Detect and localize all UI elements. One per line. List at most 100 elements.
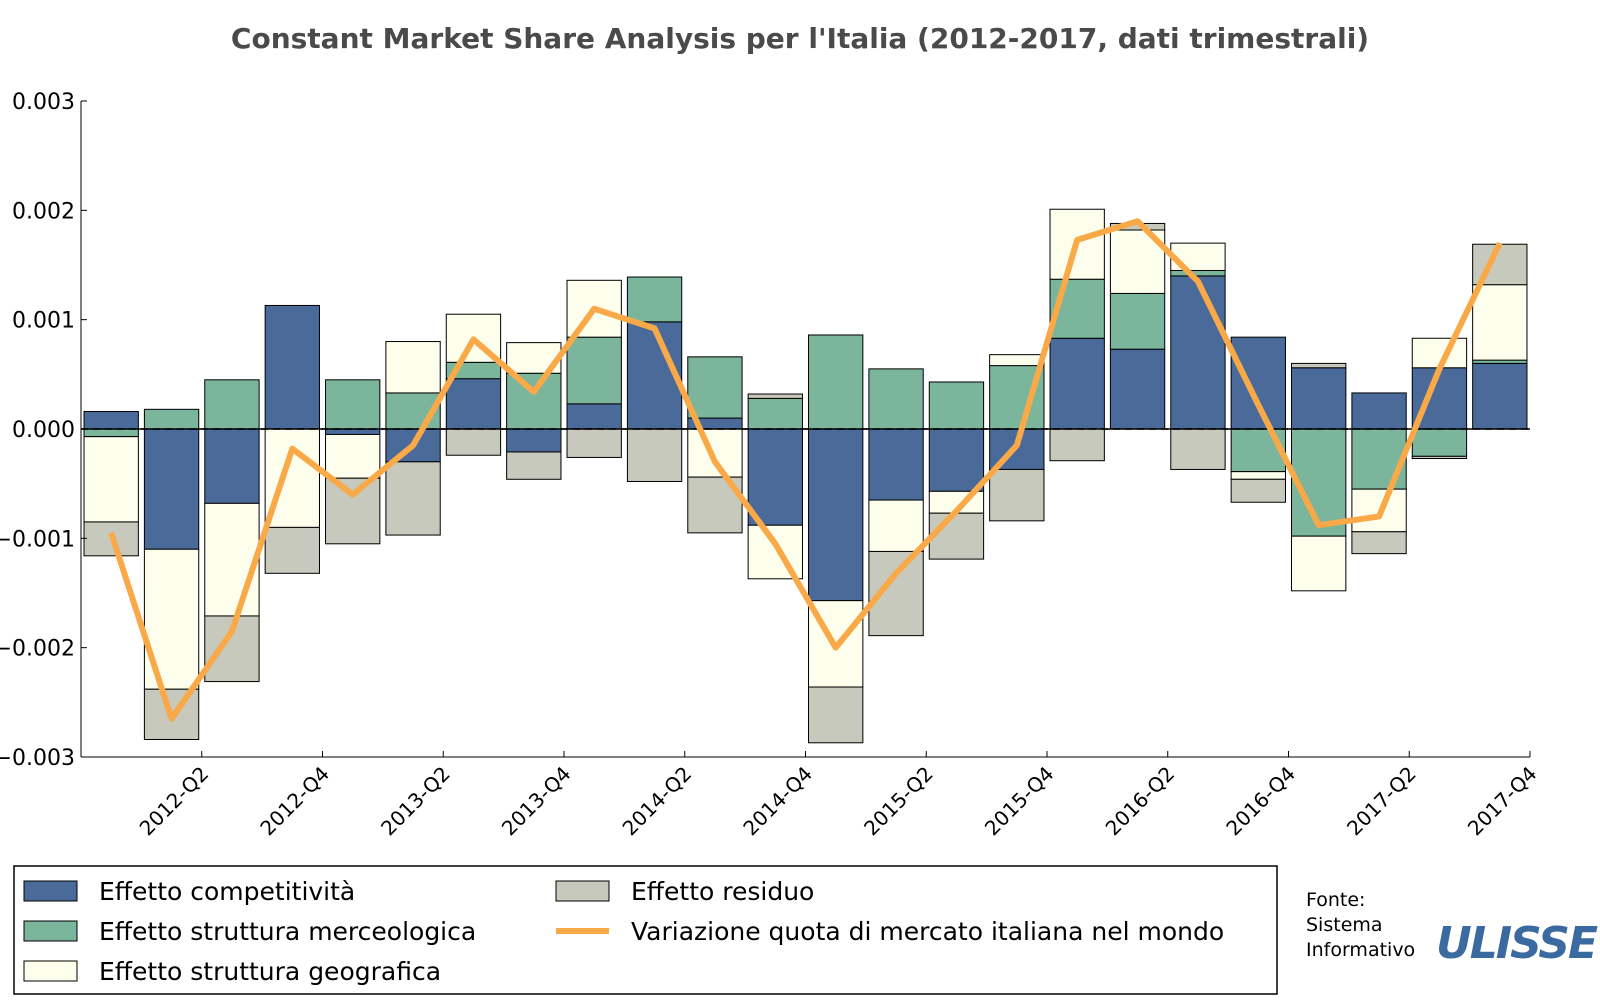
bar-segment — [1170, 275, 1226, 430]
bar-segment — [385, 341, 441, 394]
bar-segment — [687, 356, 743, 419]
bar-segment — [747, 393, 803, 399]
legend-label: Effetto struttura geografica — [99, 957, 441, 986]
bar-segment — [1351, 531, 1407, 555]
bar-segment — [868, 499, 924, 552]
y-tick-label: 0.001 — [12, 309, 75, 334]
bar-segment — [928, 512, 985, 560]
bar-segment — [506, 372, 562, 430]
bar-segment — [808, 686, 864, 744]
source-name-line2: Informativo — [1306, 939, 1415, 961]
legend-swatch — [23, 920, 78, 942]
bar-segment — [325, 477, 381, 545]
chart-title: Constant Market Share Analysis per l'Ita… — [231, 22, 1369, 55]
bar-segment — [83, 436, 139, 523]
legend-label: Effetto competitività — [99, 877, 355, 906]
legend: Effetto competitività Effetto struttura m… — [13, 865, 1278, 995]
y-tick-label: −0.001 — [0, 527, 75, 552]
bar-segment — [506, 451, 562, 480]
bar-segment — [928, 428, 985, 492]
bar-segment — [989, 354, 1045, 367]
bar-segment — [1411, 455, 1468, 460]
bar-segment — [1411, 428, 1468, 457]
y-tick-label: −0.003 — [0, 746, 75, 771]
bar-segment — [868, 428, 924, 501]
bar-segment — [83, 428, 139, 438]
bar-segment — [687, 476, 743, 534]
bar-segment — [264, 526, 320, 574]
bar-segment — [626, 428, 683, 482]
bar-segment — [204, 502, 260, 617]
x-tick-label: 2013-Q4 — [497, 762, 576, 841]
legend-swatch — [555, 880, 610, 902]
x-tick-label: 2016-Q2 — [1101, 762, 1180, 841]
bar-segment — [687, 428, 743, 478]
bar-segment — [808, 428, 864, 602]
bar-segment — [747, 428, 803, 526]
bar-segment — [1230, 428, 1286, 473]
bar-segment — [325, 379, 381, 430]
source-name-line1: Sistema — [1306, 914, 1383, 936]
y-tick-label: 0.000 — [12, 418, 75, 443]
bar-segment — [1472, 284, 1528, 361]
bar-segment — [566, 428, 622, 458]
bar-segment — [83, 411, 139, 430]
x-tick-label: 2012-Q2 — [135, 762, 214, 841]
legend-swatch — [23, 960, 78, 982]
bar-segment — [566, 403, 622, 430]
legend-label: Effetto residuo — [631, 877, 814, 906]
x-tick-label: 2015-Q4 — [980, 762, 1059, 841]
bar-segment — [1472, 362, 1528, 430]
bar-segment — [989, 468, 1045, 522]
bar-segment — [1230, 478, 1286, 503]
x-tick-label: 2016-Q4 — [1221, 762, 1300, 841]
bar-segment — [1109, 292, 1166, 350]
legend-frame — [13, 865, 1278, 995]
bar-segment — [204, 379, 260, 430]
bar-segment — [1049, 337, 1105, 430]
bar-segment — [385, 461, 441, 536]
bar-segment — [1109, 348, 1166, 430]
legend-label: Effetto struttura merceologica — [99, 917, 476, 946]
bar-segment — [566, 336, 622, 405]
bar-segment — [506, 428, 562, 453]
x-tick-label: 2017-Q4 — [1463, 762, 1542, 841]
bar-segment — [1291, 367, 1347, 430]
y-tick-label: 0.002 — [12, 199, 75, 224]
bar-segment — [1291, 535, 1347, 592]
bar-segment — [1170, 269, 1226, 277]
bar-segment — [143, 408, 200, 430]
bar-segment — [928, 381, 985, 430]
bar-segment — [1351, 392, 1407, 430]
bar-segment — [1291, 362, 1347, 369]
y-tick-label: 0.003 — [12, 90, 75, 115]
bar-segment — [808, 334, 864, 430]
bar-segment — [325, 428, 381, 435]
bar-segment — [747, 397, 803, 430]
bar-segment — [626, 276, 683, 323]
bar-segment — [1351, 428, 1407, 490]
x-tick-label: 2014-Q2 — [618, 762, 697, 841]
x-tick-label: 2015-Q2 — [859, 762, 938, 841]
bar-segment — [1049, 428, 1105, 462]
bar-segment — [1230, 336, 1286, 430]
source-label: Fonte: — [1306, 889, 1365, 911]
bar-segment — [204, 428, 260, 504]
x-tick-label: 2012-Q4 — [255, 762, 334, 841]
bar-segment — [445, 378, 502, 430]
bar-segment — [143, 428, 200, 550]
x-tick-label: 2013-Q2 — [376, 762, 455, 841]
x-tick-label: 2014-Q4 — [738, 762, 817, 841]
plot-area — [81, 208, 1530, 744]
bar-segment — [868, 368, 924, 430]
bar-segment — [325, 433, 381, 479]
source-credit: Fonte: Sistema Informativo ULISSE — [1306, 889, 1600, 969]
bar-segment — [1170, 428, 1226, 470]
ulisse-logo: ULISSE — [1436, 918, 1598, 969]
legend-label: Variazione quota di mercato italiana nel… — [631, 917, 1224, 946]
bar-segment — [264, 304, 320, 430]
y-tick-label: −0.002 — [0, 637, 75, 662]
x-tick-label: 2017-Q2 — [1342, 762, 1421, 841]
bar-segment — [1230, 471, 1286, 480]
